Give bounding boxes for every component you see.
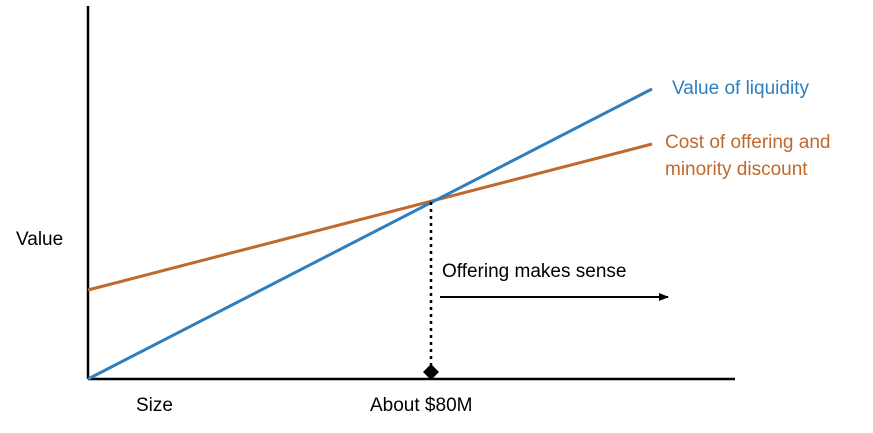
diamond-marker-icon	[423, 364, 439, 380]
cost-line	[87, 142, 653, 292]
offering-note: Offering makes sense	[442, 261, 627, 282]
cost-line-label-2: minority discount	[665, 159, 808, 180]
y-axis-label: Value	[16, 229, 64, 250]
crossover-label: About $80M	[370, 395, 473, 416]
liquidity-line-label: Value of liquidity	[672, 78, 809, 99]
liquidity-line	[87, 87, 653, 381]
cost-line-label-1: Cost of offering and	[665, 132, 831, 153]
x-axis-label: Size	[136, 395, 173, 416]
